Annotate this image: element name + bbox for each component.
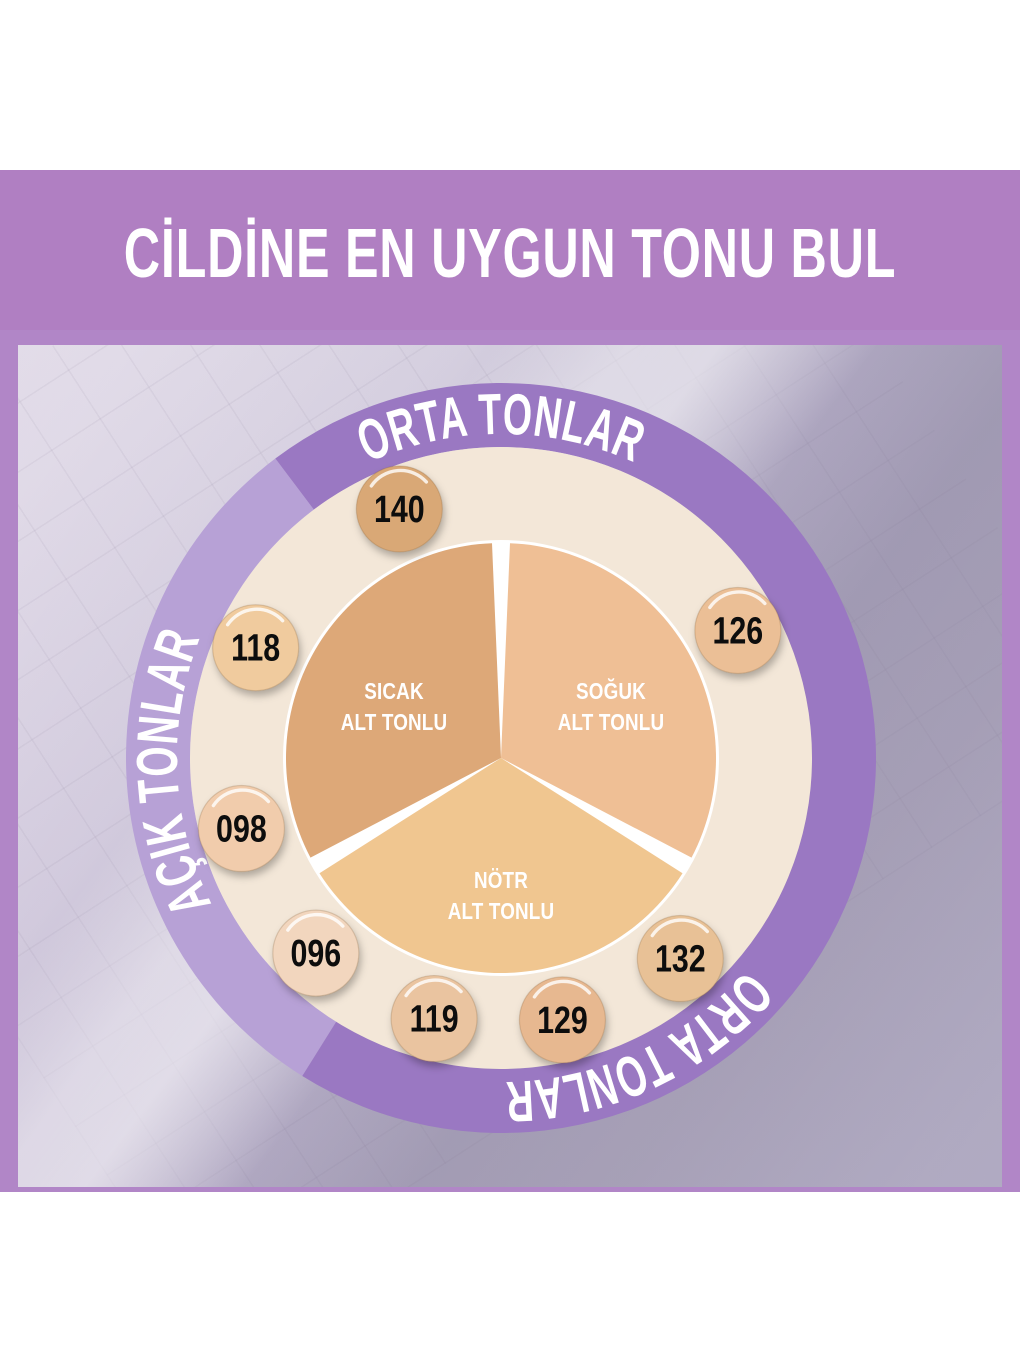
svg-text:098: 098 [216,808,267,850]
svg-text:119: 119 [410,998,459,1040]
svg-text:NÖTR: NÖTR [474,868,528,893]
svg-text:SICAK: SICAK [364,679,423,704]
svg-text:140: 140 [374,489,425,531]
svg-text:ALT TONLU: ALT TONLU [341,710,448,735]
svg-text:ALT TONLU: ALT TONLU [558,710,665,735]
svg-text:SOĞUK: SOĞUK [576,678,646,704]
svg-text:126: 126 [712,610,763,652]
svg-text:129: 129 [537,1000,588,1042]
svg-text:096: 096 [290,933,341,975]
svg-text:118: 118 [231,628,280,670]
svg-text:132: 132 [655,938,706,980]
svg-text:ALT TONLU: ALT TONLU [448,899,555,924]
